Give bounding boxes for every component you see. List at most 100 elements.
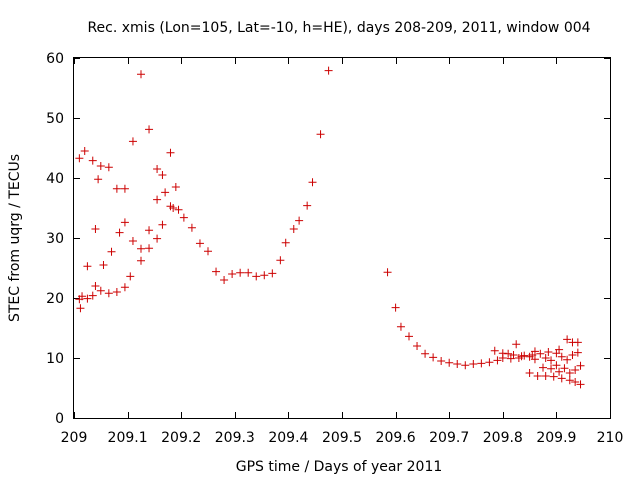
data-point — [289, 225, 298, 233]
y-tick-label: 0 — [55, 411, 64, 427]
data-point — [88, 291, 97, 300]
data-point — [137, 70, 145, 79]
x-tick-label: 209 — [61, 430, 88, 446]
data-point — [477, 359, 486, 368]
data-point — [120, 184, 129, 193]
data-point — [91, 225, 100, 233]
data-point — [547, 356, 556, 365]
data-point — [94, 175, 103, 184]
x-tick-label: 209.2 — [161, 430, 201, 446]
data-point — [120, 218, 129, 227]
y-tick-label: 40 — [46, 171, 64, 187]
y-tick-label: 50 — [46, 111, 64, 127]
data-point — [453, 360, 462, 368]
data-point — [549, 372, 558, 381]
data-point — [576, 380, 585, 389]
data-point — [557, 374, 566, 383]
data-point — [166, 148, 175, 157]
data-point — [565, 369, 574, 377]
x-tick-label: 209.9 — [536, 430, 576, 446]
data-point — [295, 216, 304, 225]
data-point — [461, 361, 470, 370]
data-point — [137, 244, 145, 253]
data-point — [498, 349, 507, 358]
data-point — [80, 147, 89, 155]
data-point — [153, 234, 162, 243]
data-point — [228, 270, 237, 278]
data-point — [308, 178, 317, 187]
data-point — [104, 163, 113, 172]
data-point — [557, 352, 566, 361]
data-point — [153, 165, 162, 173]
data-point — [195, 239, 204, 248]
data-point — [187, 223, 196, 232]
data-point — [565, 376, 574, 385]
data-point — [276, 256, 285, 265]
data-point — [555, 367, 564, 376]
y-axis-label: STEC from uqrg / TECUs — [7, 154, 23, 322]
data-point — [115, 228, 124, 237]
data-point — [107, 247, 116, 256]
data-point — [75, 154, 84, 163]
data-point — [552, 361, 561, 370]
data-point — [490, 346, 499, 355]
data-point — [83, 294, 92, 303]
data-point — [383, 268, 392, 277]
data-point — [91, 282, 100, 290]
data-point — [158, 171, 167, 179]
data-point — [560, 364, 569, 373]
y-tick-label: 20 — [46, 291, 64, 307]
x-tick-label: 210 — [597, 430, 624, 446]
x-axis: 209 209.1 209.2 209.3 209.4 209.5 209.6 209.7 20… — [61, 58, 624, 446]
data-point — [536, 349, 545, 358]
data-point — [555, 345, 564, 354]
data-point — [236, 268, 245, 277]
data-point — [512, 340, 521, 349]
data-point — [161, 188, 170, 197]
data-point — [576, 361, 585, 370]
data-point — [96, 286, 105, 295]
data-point — [533, 372, 542, 380]
data-points — [75, 66, 585, 389]
data-point — [571, 366, 580, 374]
data-point — [530, 355, 539, 364]
y-tick-label: 30 — [46, 231, 64, 247]
data-point — [573, 348, 582, 357]
chart-title: Rec. xmis (Lon=105, Lat=-10, h=HE), days… — [87, 20, 590, 36]
y-axis: 0 10 20 30 40 50 60 — [46, 51, 610, 427]
data-point — [485, 358, 494, 367]
data-point — [413, 342, 422, 350]
data-point — [493, 356, 502, 365]
data-point — [520, 351, 529, 360]
data-point — [126, 272, 135, 281]
x-tick-label: 209.7 — [429, 430, 469, 446]
data-point — [421, 349, 430, 358]
data-point — [252, 272, 261, 281]
data-point — [405, 332, 413, 341]
data-point — [112, 184, 121, 193]
y-tick-label: 60 — [46, 51, 64, 67]
x-tick-label: 209.3 — [215, 430, 255, 446]
data-point — [153, 195, 162, 204]
data-point — [137, 256, 145, 265]
data-point — [179, 213, 188, 222]
data-point — [145, 244, 154, 253]
data-point — [145, 226, 154, 235]
data-point — [128, 237, 137, 245]
y-tick-label: 10 — [46, 351, 64, 367]
data-point — [324, 66, 333, 75]
data-point — [429, 353, 438, 362]
data-point — [158, 220, 167, 229]
data-point — [174, 205, 183, 214]
data-point — [573, 338, 582, 347]
x-tick-label: 209.8 — [483, 430, 523, 446]
data-point — [268, 269, 277, 278]
data-point — [281, 238, 290, 247]
data-point — [220, 276, 229, 284]
data-point — [244, 268, 253, 277]
data-point — [303, 201, 312, 210]
data-point — [437, 357, 446, 365]
data-point — [469, 360, 478, 368]
data-point — [112, 288, 121, 296]
